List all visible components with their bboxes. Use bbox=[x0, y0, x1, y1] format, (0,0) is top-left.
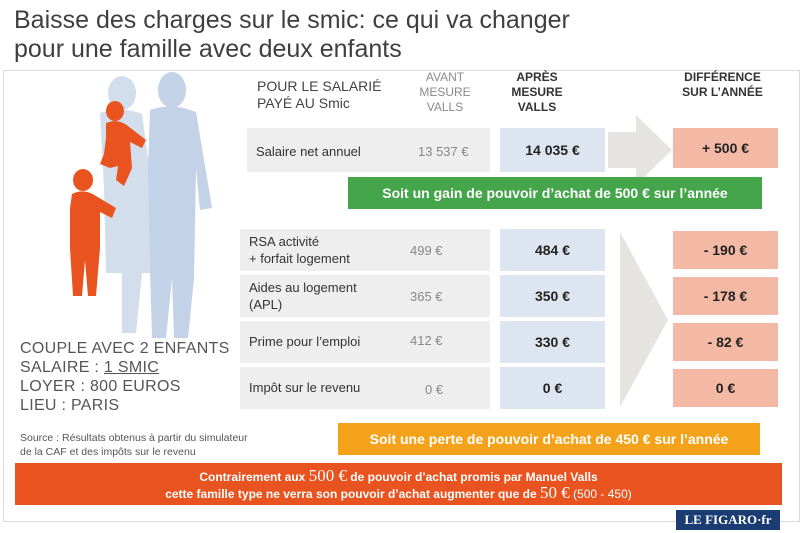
row-label: Prime pour l’emploi bbox=[249, 334, 361, 349]
loss-banner: Soit une perte de pouvoir d’achat de 450… bbox=[338, 423, 760, 455]
salary-apres: 14 035 € bbox=[500, 128, 605, 172]
row-label: RSA activité + forfait logement bbox=[249, 234, 350, 266]
row-apres: 484 € bbox=[500, 229, 605, 271]
family-info-line: LIEU : PARIS bbox=[20, 397, 120, 414]
source-note: Source : Résultats obtenus à partir du s… bbox=[20, 432, 248, 458]
le-figaro-logo: LE FIGARO·fr bbox=[676, 510, 780, 530]
salary-avant: 13 537 € bbox=[418, 144, 469, 159]
row-diff: - 178 € bbox=[673, 277, 778, 315]
conclusion-banner: Contrairement aux 500 € de pouvoir d’ach… bbox=[15, 463, 782, 505]
salary-diff: + 500 € bbox=[673, 128, 778, 168]
header-diff: DIFFÉRENCE SUR L’ANNÉE bbox=[682, 70, 763, 99]
title-line-2: pour une famille avec deux enfants bbox=[14, 35, 402, 63]
title-line-1: Baisse des charges sur le smic: ce qui v… bbox=[14, 6, 570, 34]
row-avant: 412 € bbox=[410, 333, 443, 348]
row-diff: 0 € bbox=[673, 369, 778, 407]
family-silhouette-icon bbox=[70, 72, 212, 338]
family-info-line: COUPLE AVEC 2 ENFANTS bbox=[20, 340, 230, 357]
row-diff: - 82 € bbox=[673, 323, 778, 361]
family-info: COUPLE AVEC 2 ENFANTS SALAIRE : 1 SMIC L… bbox=[20, 339, 230, 415]
row-diff: - 190 € bbox=[673, 231, 778, 269]
arrow-right-large-icon bbox=[620, 232, 668, 407]
header-apres: APRÈS MESURE VALLS bbox=[511, 70, 563, 114]
infographic-frame bbox=[3, 70, 800, 522]
table-row bbox=[240, 321, 490, 363]
toddler-silhouette bbox=[100, 101, 146, 186]
row-label: Aides au logement (APL) bbox=[249, 280, 357, 312]
gain-banner: Soit un gain de pouvoir d’achat de 500 €… bbox=[348, 177, 762, 209]
arrow-right-icon bbox=[608, 115, 672, 185]
table-row bbox=[240, 275, 490, 317]
row-apres: 330 € bbox=[500, 321, 605, 363]
child-silhouette bbox=[70, 169, 116, 296]
salary-label: Salaire net annuel bbox=[256, 144, 361, 159]
page-title: Baisse des charges sur le smic: ce qui v… bbox=[14, 6, 570, 64]
row-avant: 0 € bbox=[425, 382, 444, 397]
table-row bbox=[240, 367, 490, 409]
header-main: POUR LE SALARIÉ PAYÉ AU Smic bbox=[257, 78, 382, 111]
man-silhouette bbox=[148, 72, 212, 338]
row-avant: 365 € bbox=[410, 289, 443, 304]
salary-row bbox=[247, 128, 490, 172]
row-avant: 499 € bbox=[410, 243, 443, 258]
row-label: Impôt sur le revenu bbox=[249, 380, 361, 395]
family-info-line: SALAIRE : 1 SMIC bbox=[20, 359, 160, 376]
family-info-line: LOYER : 800 EUROS bbox=[20, 378, 181, 395]
row-apres: 350 € bbox=[500, 275, 605, 317]
row-apres: 0 € bbox=[500, 367, 605, 409]
header-avant: AVANT MESURE VALLS bbox=[419, 70, 471, 114]
table-row bbox=[240, 229, 490, 271]
